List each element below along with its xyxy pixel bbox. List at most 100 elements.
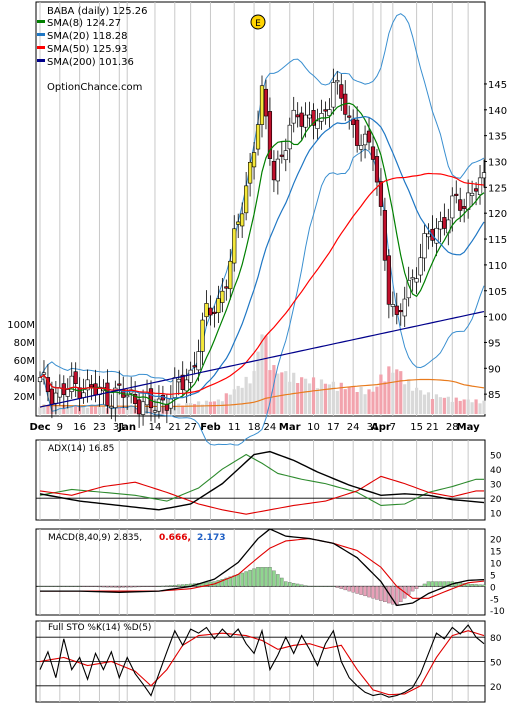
macd-histogram-bar (414, 586, 419, 589)
candle-body (200, 319, 205, 352)
macd-histogram-bar (176, 584, 181, 587)
macd-histogram-bar (77, 586, 82, 587)
volume-tick-label: 40M (14, 374, 35, 385)
macd-histogram-bar (184, 584, 189, 587)
volume-bar (430, 399, 435, 414)
indicator-tick-label: 15 (490, 548, 501, 558)
indicator-lines (36, 450, 486, 698)
candle-body (283, 150, 288, 161)
macd-histogram-bar (117, 586, 122, 588)
legend-swatch (37, 20, 45, 23)
volume-bar (117, 406, 121, 414)
price-tick-label: 85 (488, 390, 501, 401)
macd-histogram-bar (97, 586, 102, 588)
candle-body (113, 387, 118, 408)
date-tick-label: 9 (57, 422, 63, 433)
candle-body (323, 109, 328, 112)
candle-body (422, 233, 427, 259)
macd-legend: MACD(8,40,9) 2.835, 0.666, 2.173 (48, 533, 225, 543)
earnings-badge: E (250, 14, 266, 30)
macd-histogram-bar (315, 586, 320, 587)
volume-bar (177, 403, 181, 414)
candle-body (216, 298, 221, 314)
candle-body (473, 188, 479, 192)
macd-histogram-bar (125, 586, 129, 588)
macd-histogram-bar (256, 567, 260, 587)
volume-bar (307, 383, 312, 414)
macd-histogram-bar (335, 586, 340, 588)
macd-histogram-bar (89, 586, 94, 587)
macd-histogram-bar (410, 586, 415, 592)
candle-body (125, 395, 130, 398)
date-tick-label: Jan (117, 422, 136, 433)
volume-bar (189, 403, 193, 414)
volume-bar (204, 400, 209, 414)
candle-body (327, 109, 332, 116)
candle-body (93, 383, 98, 396)
date-tick-label: 27 (184, 422, 197, 433)
volume-bar (399, 371, 403, 414)
candle-body (271, 161, 276, 181)
macd-histogram-bar (422, 583, 427, 587)
macd-histogram-bar (295, 583, 300, 587)
volume-bar (355, 392, 359, 414)
candle-body (45, 377, 51, 393)
candle-body (477, 177, 483, 195)
macd-histogram-bar (260, 567, 264, 587)
macd-histogram-bar (319, 586, 324, 587)
volume-bar (327, 384, 331, 414)
volume-bar (224, 393, 228, 414)
macd-histogram-bar (272, 570, 276, 587)
volume-bar (403, 384, 407, 414)
date-tick-label: 23 (93, 422, 106, 433)
candle-body (89, 384, 94, 388)
macd-histogram-bar (446, 581, 451, 587)
adx-label: ADX(14) 16.85 (48, 444, 114, 454)
volume-bar (62, 404, 66, 414)
legend-entry: SMA(8) 124.27 (47, 18, 121, 29)
macd-histogram-bar (327, 586, 332, 587)
macd-histogram-bar (46, 586, 50, 587)
macd-histogram-bar (173, 584, 177, 587)
candle-body (339, 84, 344, 99)
volume-bar (379, 374, 383, 414)
candle-body (450, 195, 455, 219)
candle-body (176, 379, 181, 383)
macd-label: MACD(8,40,9) 2.835, (48, 533, 142, 543)
candle-body (331, 82, 336, 108)
candle-body (248, 161, 253, 184)
candle-body (366, 130, 372, 143)
macd-histogram-bar (426, 581, 431, 587)
macd-histogram-bar (303, 585, 308, 587)
volume-bar (339, 382, 343, 414)
candle-body (462, 206, 467, 209)
volume-bar (383, 381, 387, 414)
candle-body (49, 388, 54, 405)
candle-body (244, 185, 249, 214)
macd-histogram-bar (248, 569, 252, 587)
volume-bar (74, 405, 78, 414)
candle-body (355, 119, 360, 146)
candle-body (335, 80, 340, 83)
price-tick-label: 120 (488, 209, 507, 220)
candle-body (148, 388, 154, 409)
volume-bar (129, 406, 133, 414)
volume-bar (268, 370, 272, 414)
volume-bar (482, 400, 486, 414)
volume-bar (121, 406, 125, 414)
macd-histogram-bar (204, 582, 209, 587)
candle-body (438, 221, 443, 230)
macd-histogram-bar (371, 586, 375, 599)
volume-bar (252, 371, 256, 414)
candle-body (192, 365, 197, 368)
volume-bar (391, 372, 395, 414)
volume-bar (200, 404, 205, 414)
macd-histogram-bar (232, 575, 236, 587)
macd-histogram-bar (347, 586, 351, 592)
axis-labels: 85909510010511011512012513013514014520M4… (7, 80, 507, 693)
sma-200-line (39, 310, 485, 408)
macd-histogram-bar (66, 586, 70, 587)
macd-histogram-bar (375, 586, 379, 600)
macd-histogram-bar (157, 586, 161, 587)
candle-body (208, 307, 213, 316)
